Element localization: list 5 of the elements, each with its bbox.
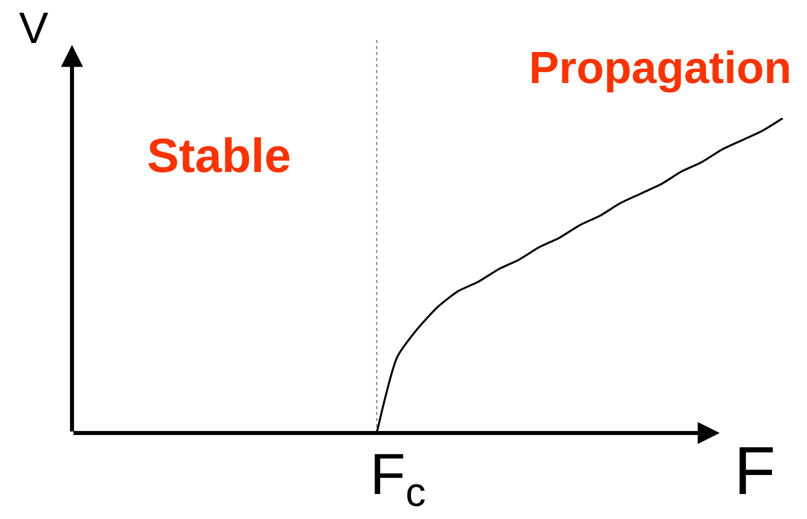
y-axis-title: V (19, 4, 49, 53)
text: Propagation (529, 42, 792, 93)
x-axis-title: F (734, 433, 776, 509)
annotation: Stable (147, 130, 292, 183)
text: F$_{c}$ (370, 442, 426, 516)
